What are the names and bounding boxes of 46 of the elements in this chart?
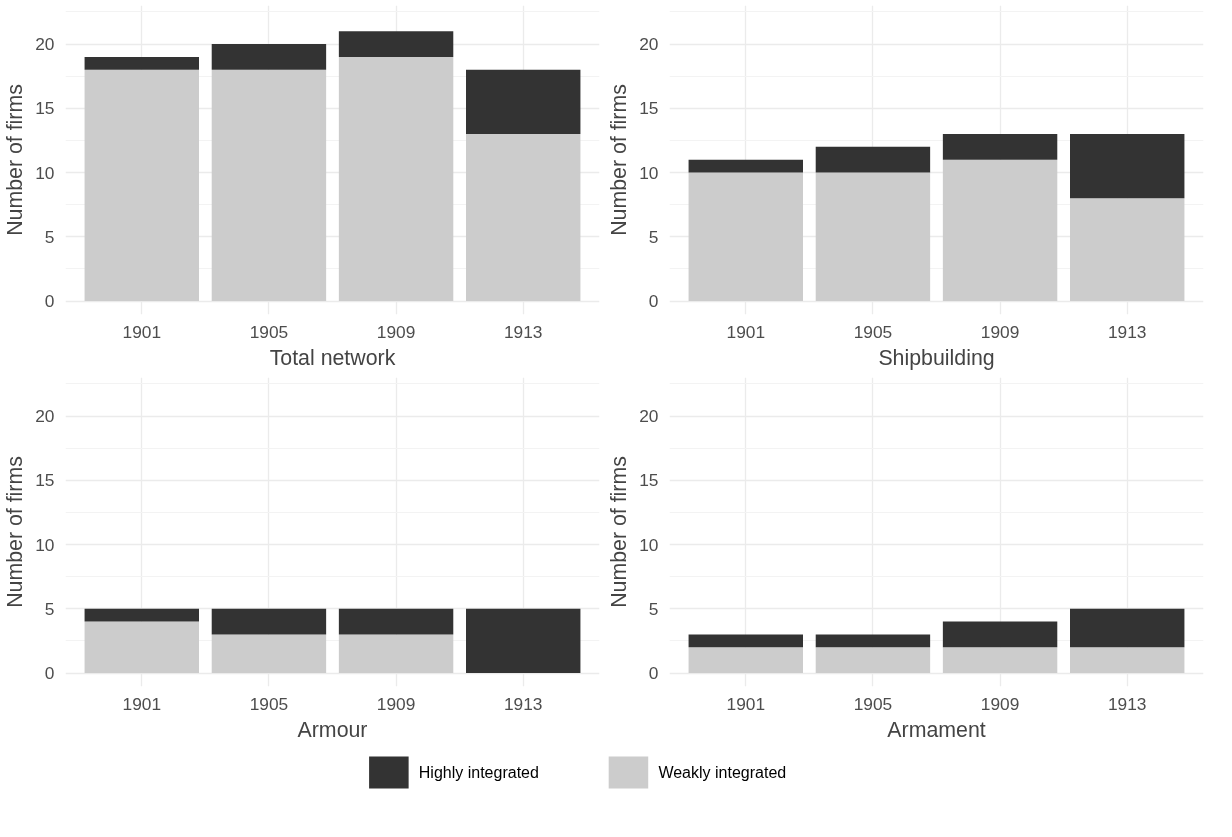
y-tick-label: 10 [35,162,55,183]
x-tick-label: 1901 [122,693,162,714]
x-tick-label: 1913 [1107,321,1147,342]
y-tick-label: 5 [648,226,659,247]
x-tick-label: 1905 [853,693,893,714]
y-tick-label: 10 [35,534,55,555]
y-tick-label: 15 [639,470,659,491]
y-tick-label: 15 [35,98,55,119]
y-tick-label: 0 [44,663,55,684]
x-tick-label: 1909 [980,693,1020,714]
x-tick-label: 1901 [122,321,162,342]
y-tick-label: 0 [648,291,659,312]
y-tick-label: 20 [35,34,55,55]
y-axis-title: Number of firms [3,456,28,608]
y-tick-label: 15 [639,98,659,119]
x-tick-label: 1901 [726,693,766,714]
y-axis-title: Number of firms [3,84,28,236]
x-tick-label: 1909 [376,693,416,714]
y-tick-label: 10 [639,162,659,183]
y-tick-label: 20 [35,406,55,427]
legend-label: Weakly integrated [658,764,787,781]
y-tick-label: 10 [639,534,659,555]
x-tick-label: 1913 [503,693,543,714]
x-axis-title: Armament [887,717,986,742]
y-axis-title: Number of firms [607,456,632,608]
y-tick-label: 0 [648,663,659,684]
y-tick-label: 0 [44,291,55,312]
y-tick-label: 5 [44,226,55,247]
y-axis-title: Number of firms [607,84,632,236]
x-tick-label: 1909 [980,321,1020,342]
x-tick-label: 1905 [249,321,289,342]
legend-label: Highly integrated [418,764,539,781]
x-tick-label: 1905 [853,321,893,342]
x-axis-title: Armour [297,717,368,742]
y-tick-label: 5 [648,598,659,619]
y-tick-label: 20 [639,34,659,55]
x-axis-title: Shipbuilding [878,345,995,370]
y-tick-label: 20 [639,406,659,427]
x-tick-label: 1913 [503,321,543,342]
y-tick-label: 15 [35,470,55,491]
x-tick-label: 1913 [1107,693,1147,714]
x-tick-label: 1901 [726,321,766,342]
y-tick-label: 5 [44,598,55,619]
x-tick-label: 1909 [376,321,416,342]
x-tick-label: 1905 [249,693,289,714]
x-axis-title: Total network [269,345,396,370]
